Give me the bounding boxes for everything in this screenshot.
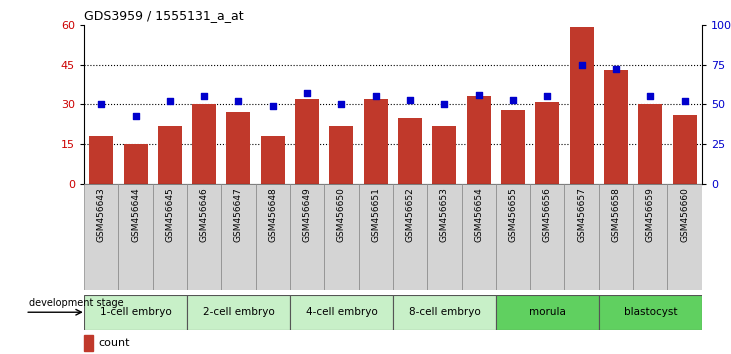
Point [336,102,347,107]
Bar [427,184,461,290]
Bar [118,184,153,290]
Bar [89,136,113,184]
Text: GSM456657: GSM456657 [577,187,586,242]
Point [129,113,141,118]
Bar [290,295,393,330]
Bar [325,184,359,290]
Bar [187,295,290,330]
Text: GSM456646: GSM456646 [200,187,208,242]
Point [404,97,416,103]
Point [198,94,210,99]
Point [679,98,691,104]
Bar [432,126,456,184]
Text: GSM456645: GSM456645 [165,187,175,242]
Bar [359,184,393,290]
Point [473,92,485,98]
Bar [638,104,662,184]
Bar [535,102,559,184]
Bar [599,184,633,290]
Bar [398,118,422,184]
Text: GSM456658: GSM456658 [611,187,621,242]
Bar [667,184,702,290]
Point [370,94,382,99]
Text: GSM456656: GSM456656 [543,187,552,242]
Bar [192,104,216,184]
Text: GSM456653: GSM456653 [440,187,449,242]
Text: GSM456649: GSM456649 [303,187,311,242]
Text: GSM456648: GSM456648 [268,187,277,242]
Text: GSM456651: GSM456651 [371,187,380,242]
Text: GSM456659: GSM456659 [645,187,655,242]
Bar [158,126,182,184]
Text: GSM456647: GSM456647 [234,187,243,242]
Bar [364,99,387,184]
Bar [153,184,187,290]
Bar [290,184,325,290]
Bar [124,144,148,184]
Bar [633,184,667,290]
Bar [393,295,496,330]
Bar [604,70,628,184]
Bar [261,136,285,184]
Text: GSM456650: GSM456650 [337,187,346,242]
Bar [227,113,251,184]
Text: 8-cell embryo: 8-cell embryo [409,307,480,317]
Bar [295,99,319,184]
Point [576,62,588,68]
Bar [564,184,599,290]
Bar [84,295,187,330]
Text: count: count [98,338,129,348]
Bar [330,126,354,184]
Bar [221,184,256,290]
Bar [84,184,118,290]
Text: 4-cell embryo: 4-cell embryo [306,307,377,317]
Text: 1-cell embryo: 1-cell embryo [99,307,171,317]
Bar [673,115,697,184]
Text: GSM456655: GSM456655 [509,187,518,242]
Bar [496,295,599,330]
Point [645,94,656,99]
Bar [84,335,94,350]
Text: GSM456652: GSM456652 [406,187,414,242]
Text: morula: morula [529,307,566,317]
Bar [530,184,564,290]
Bar [501,110,525,184]
Point [267,103,279,109]
Bar [393,184,427,290]
Point [301,90,313,96]
Point [164,98,175,104]
Text: blastocyst: blastocyst [624,307,677,317]
Text: GSM456660: GSM456660 [680,187,689,242]
Text: GSM456654: GSM456654 [474,187,483,242]
Text: 2-cell embryo: 2-cell embryo [202,307,274,317]
Bar [461,184,496,290]
Bar [466,97,491,184]
Bar [496,184,530,290]
Point [610,67,622,72]
Point [507,97,519,103]
Text: development stage: development stage [29,298,124,308]
Point [95,102,107,107]
Point [542,94,553,99]
Text: GSM456643: GSM456643 [96,187,106,242]
Bar [256,184,290,290]
Bar [569,28,594,184]
Point [439,102,450,107]
Bar [599,295,702,330]
Text: GSM456644: GSM456644 [131,187,140,242]
Point [232,98,244,104]
Text: GDS3959 / 1555131_a_at: GDS3959 / 1555131_a_at [84,9,243,22]
Bar [187,184,221,290]
